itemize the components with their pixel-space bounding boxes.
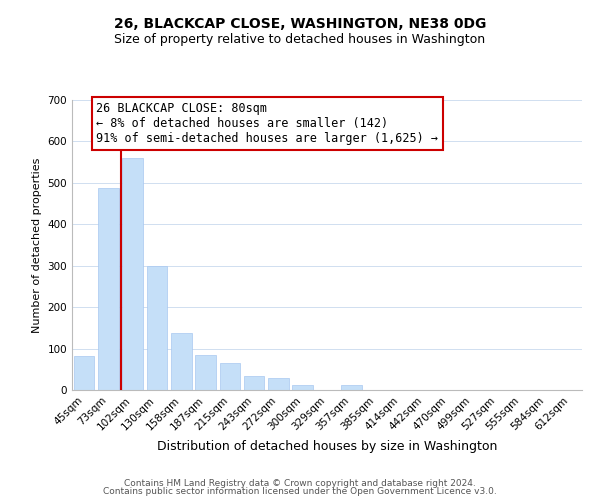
- Bar: [268, 378, 289, 390]
- Bar: [195, 355, 216, 390]
- Bar: [171, 333, 191, 390]
- Text: 26 BLACKCAP CLOSE: 80sqm
← 8% of detached houses are smaller (142)
91% of semi-d: 26 BLACKCAP CLOSE: 80sqm ← 8% of detache…: [96, 102, 438, 145]
- Bar: [292, 385, 313, 390]
- Bar: [220, 363, 240, 390]
- Text: Size of property relative to detached houses in Washington: Size of property relative to detached ho…: [115, 32, 485, 46]
- Bar: [341, 385, 362, 390]
- Bar: [98, 188, 119, 390]
- X-axis label: Distribution of detached houses by size in Washington: Distribution of detached houses by size …: [157, 440, 497, 453]
- Text: 26, BLACKCAP CLOSE, WASHINGTON, NE38 0DG: 26, BLACKCAP CLOSE, WASHINGTON, NE38 0DG: [114, 18, 486, 32]
- Text: Contains HM Land Registry data © Crown copyright and database right 2024.: Contains HM Land Registry data © Crown c…: [124, 478, 476, 488]
- Bar: [74, 356, 94, 390]
- Text: Contains public sector information licensed under the Open Government Licence v3: Contains public sector information licen…: [103, 487, 497, 496]
- Bar: [244, 376, 265, 390]
- Y-axis label: Number of detached properties: Number of detached properties: [32, 158, 42, 332]
- Bar: [146, 266, 167, 390]
- Bar: [122, 158, 143, 390]
